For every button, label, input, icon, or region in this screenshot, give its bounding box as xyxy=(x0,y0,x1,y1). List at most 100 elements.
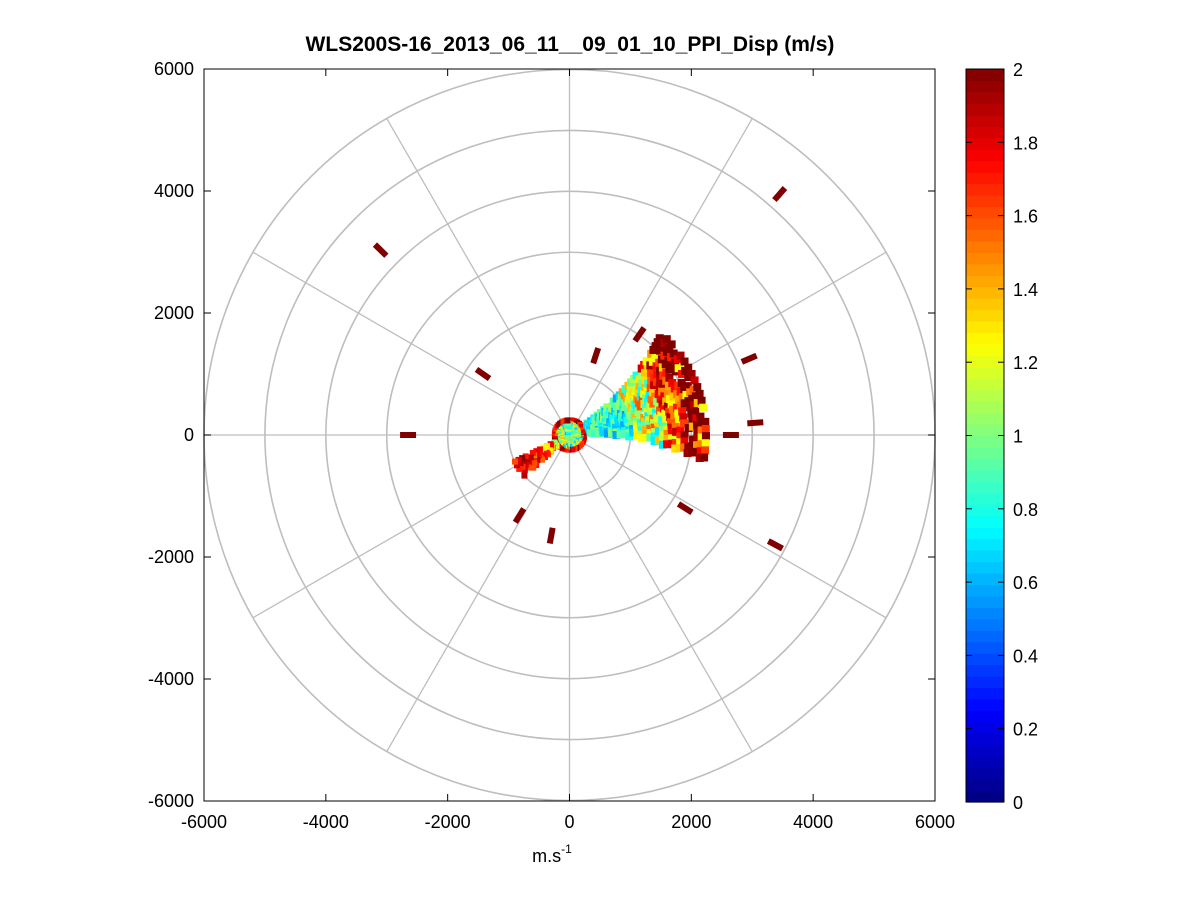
colorbar-band xyxy=(966,733,1004,746)
colorbar-band xyxy=(966,550,1004,563)
azimuth-spoke xyxy=(252,251,570,436)
colorbar-band xyxy=(966,240,1004,253)
range-gate-cell xyxy=(693,421,702,430)
range-gate-cell xyxy=(667,428,676,437)
range-gate-cell xyxy=(515,456,522,463)
range-gate-cell xyxy=(701,424,710,433)
colorbar-band xyxy=(966,630,1004,643)
range-gate-cell xyxy=(650,432,659,441)
y-tick-label: -4000 xyxy=(148,669,194,689)
isolated-return xyxy=(676,501,694,516)
range-gate-cell xyxy=(642,429,651,438)
y-tick-label: 2000 xyxy=(154,303,194,323)
colorbar-band xyxy=(966,561,1004,574)
range-gate-cell xyxy=(676,438,685,447)
range-gate-cell xyxy=(641,375,650,384)
colorbar-tick-label: 0.2 xyxy=(1013,720,1038,740)
colorbar xyxy=(966,69,1004,803)
range-gate-cell xyxy=(642,433,651,442)
colorbar-band xyxy=(966,172,1004,185)
range-gate-cell xyxy=(633,431,642,440)
x-tick-labels: -6000 -4000 -2000 0 2000 4000 6000 xyxy=(181,812,955,832)
colorbar-tick-label: 0.8 xyxy=(1013,500,1038,520)
range-gate-cell xyxy=(634,408,643,417)
range-gate-cell xyxy=(658,421,667,430)
range-gate-cell xyxy=(665,373,674,382)
colorbar-band xyxy=(966,492,1004,505)
range-gate-cell xyxy=(641,421,650,430)
colorbar-band xyxy=(966,263,1004,276)
range-gate-cell xyxy=(650,437,659,446)
range-gate-cell xyxy=(684,424,693,433)
colorbar-band xyxy=(966,343,1004,356)
range-gate-cell xyxy=(667,423,676,432)
colorbar-band xyxy=(966,320,1004,334)
range-gate-cell xyxy=(516,465,523,472)
colorbar-band xyxy=(966,103,1004,116)
colorbar-band xyxy=(966,275,1004,288)
range-gate-cell xyxy=(679,443,688,452)
range-gate-cell xyxy=(687,448,696,457)
range-gate-cell xyxy=(663,424,672,433)
range-gate-cell xyxy=(546,447,553,454)
colorbar-band xyxy=(966,332,1004,345)
y-tick-labels: 6000 4000 2000 0 -2000 -4000 -6000 xyxy=(148,59,194,811)
colorbar-band xyxy=(966,194,1004,208)
azimuth-spoke xyxy=(568,118,753,436)
colorbar-band xyxy=(966,710,1004,723)
colorbar-band xyxy=(966,378,1004,391)
colorbar-band xyxy=(966,504,1004,517)
colorbar-band xyxy=(966,401,1004,414)
colorbar-band xyxy=(966,80,1004,93)
colorbar-band xyxy=(966,229,1004,242)
isolated-return xyxy=(590,347,602,365)
range-gate-cell xyxy=(692,447,701,456)
colorbar-band xyxy=(966,744,1004,757)
colorbar-band xyxy=(966,767,1004,780)
range-gate-cell xyxy=(540,452,547,459)
range-gate-cell xyxy=(519,455,526,462)
colorbar-band xyxy=(966,412,1004,425)
colorbar-band xyxy=(966,607,1004,620)
colorbar-band xyxy=(966,217,1004,230)
colorbar-band xyxy=(966,515,1004,528)
isolated-return xyxy=(372,242,389,258)
range-gate-cell xyxy=(675,444,684,453)
range-gate-cell xyxy=(645,416,654,425)
isolated-return xyxy=(546,527,556,545)
colorbar-tick-label: 0.4 xyxy=(1013,646,1038,666)
isolated-return xyxy=(747,419,764,427)
azimuth-spoke xyxy=(386,434,571,752)
range-gate-cell xyxy=(691,407,700,416)
range-gate-cell xyxy=(701,446,710,455)
range-gate-cell xyxy=(668,379,677,388)
chart-title: WLS200S-16_2013_06_11__09_01_10_PPI_Disp… xyxy=(306,33,835,56)
range-gate-cell xyxy=(663,435,672,444)
colorbar-tick-label: 0.6 xyxy=(1013,573,1038,593)
isolated-return xyxy=(632,326,647,343)
range-gate-cell xyxy=(520,458,527,465)
range-gate-cell xyxy=(662,414,671,423)
colorbar-band xyxy=(966,149,1004,162)
range-gate-cell xyxy=(671,439,680,448)
colorbar-band xyxy=(966,779,1004,792)
range-gate-cell xyxy=(551,439,558,446)
range-gate-cell xyxy=(697,433,706,442)
range-gate-cell xyxy=(693,383,702,392)
range-gate-cell xyxy=(512,458,519,465)
colorbar-band xyxy=(966,653,1004,666)
range-gate-cell xyxy=(687,369,696,378)
range-gate-cell xyxy=(524,456,531,463)
range-gate-cell xyxy=(543,449,550,456)
range-gate-cell xyxy=(667,400,676,409)
range-gate-cell xyxy=(655,334,664,343)
range-gate-cell xyxy=(646,433,655,442)
colorbar-band xyxy=(966,584,1004,597)
range-gate-cell xyxy=(676,351,685,360)
azimuth-spoke xyxy=(569,434,887,619)
azimuth-spoke xyxy=(568,434,753,752)
range-gate-cell xyxy=(679,413,688,422)
range-gate-cell xyxy=(658,440,667,449)
x-tick-label: 4000 xyxy=(793,812,833,832)
range-gate-cell xyxy=(700,453,709,462)
